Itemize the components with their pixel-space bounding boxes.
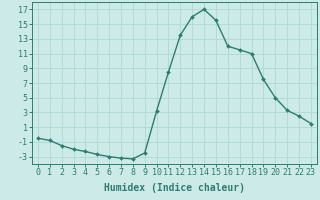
X-axis label: Humidex (Indice chaleur): Humidex (Indice chaleur) xyxy=(104,183,245,193)
